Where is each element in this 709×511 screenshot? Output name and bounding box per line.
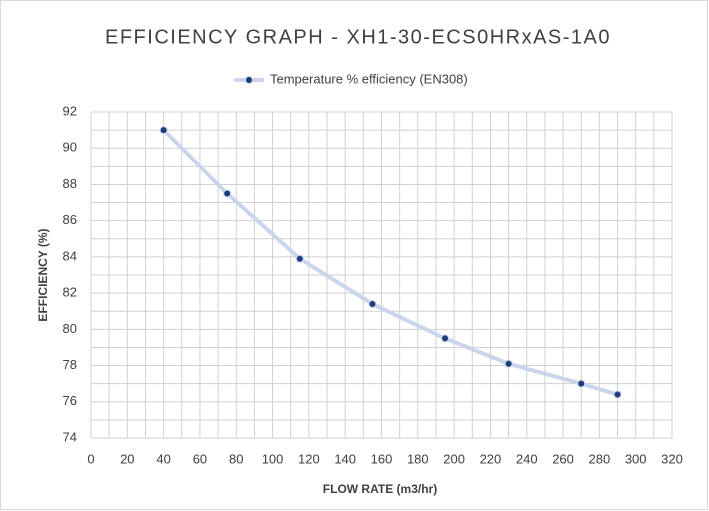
x-tick-label: 260 (552, 451, 574, 466)
x-tick-label: 40 (156, 451, 170, 466)
x-tick-label: 60 (193, 451, 207, 466)
x-tick-label: 80 (229, 451, 243, 466)
data-point (613, 390, 622, 399)
x-tick-label: 180 (407, 451, 429, 466)
x-tick-label: 140 (334, 451, 356, 466)
data-point (295, 254, 304, 263)
x-tick-label: 120 (298, 451, 320, 466)
y-tick-label: 80 (63, 321, 77, 336)
y-tick-label: 86 (63, 212, 77, 227)
x-tick-label: 160 (371, 451, 393, 466)
y-tick-label: 82 (63, 285, 77, 300)
data-point (368, 299, 377, 308)
x-tick-label: 240 (516, 451, 538, 466)
data-point (504, 359, 513, 368)
data-point (159, 126, 168, 135)
x-tick-label: 280 (589, 451, 611, 466)
x-tick-label: 0 (87, 451, 94, 466)
data-point (441, 334, 450, 343)
x-tick-label: 300 (625, 451, 647, 466)
y-tick-label: 76 (63, 393, 77, 408)
legend-marker (245, 76, 253, 84)
legend-label: Temperature % efficiency (EN308) (270, 71, 468, 86)
x-tick-label: 320 (661, 451, 683, 466)
data-point (577, 379, 586, 388)
data-point (223, 189, 232, 198)
y-tick-label: 88 (63, 176, 77, 191)
x-tick-label: 200 (443, 451, 465, 466)
x-tick-label: 100 (262, 451, 284, 466)
series-line (162, 128, 619, 397)
x-tick-label: 220 (480, 451, 502, 466)
y-tick-label: 92 (63, 103, 77, 118)
x-tick-label: 20 (120, 451, 134, 466)
x-axis-title: FLOW RATE (m3/hr) (323, 482, 437, 496)
y-tick-label: 90 (63, 140, 77, 155)
y-tick-label: 74 (63, 429, 77, 444)
y-axis-title: EFFICIENCY (%) (36, 228, 50, 321)
y-tick-label: 84 (63, 248, 77, 263)
chart-title: EFFICIENCY GRAPH - XH1-30-ECS0HRxAS-1A0 (105, 26, 611, 48)
y-tick-label: 78 (63, 357, 77, 372)
